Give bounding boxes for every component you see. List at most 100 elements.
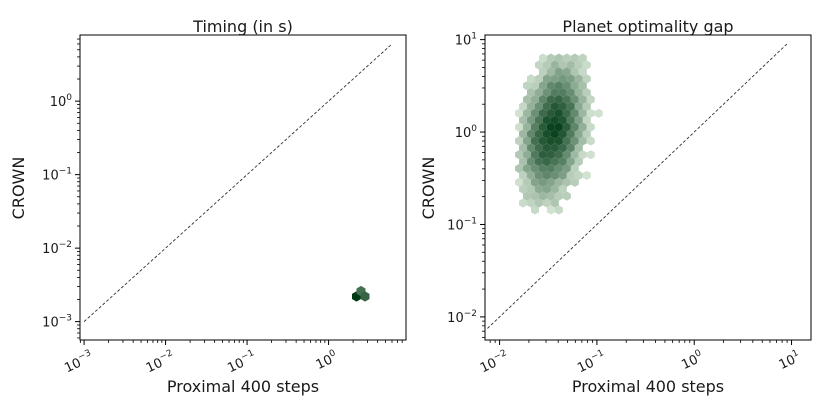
hexbin-cell (534, 143, 543, 153)
hexbin-cell (531, 150, 539, 160)
hexbin-cell (550, 60, 559, 70)
x-tick-label: 10−3 (62, 348, 96, 376)
hexbin-cell (562, 150, 571, 160)
x-tick-label: 100 (313, 348, 341, 373)
hexbin-cell (538, 81, 547, 91)
hexbin-cell (558, 101, 567, 112)
left-identity-line (83, 43, 393, 322)
hexbin-cell (542, 88, 551, 98)
hexbin-cell (570, 108, 579, 118)
hexbin-cell (554, 94, 563, 105)
hexbin-cell (531, 136, 539, 146)
hexbin-cell (538, 94, 547, 105)
x-tick-label: 10−2 (477, 348, 511, 376)
hexbin-cell (538, 122, 547, 132)
hexbin-cell (523, 108, 532, 118)
x-tick-label: 10−1 (225, 348, 259, 376)
hexbin-cell (531, 205, 539, 215)
hexbin-cell (523, 136, 532, 146)
hexbin-cell (554, 177, 563, 187)
hexbin-cell (523, 177, 532, 187)
hexbin-cell (523, 191, 532, 201)
hexbin-cell (566, 157, 575, 167)
hexbin-cell (582, 170, 591, 181)
hexbin-cell (546, 67, 555, 77)
hexbin-cell (519, 143, 528, 153)
hexbin-cell (566, 129, 575, 139)
hexbin-cell (531, 163, 539, 174)
hexbin-cell (570, 67, 579, 77)
hexbin-cell (550, 184, 559, 194)
hexbin-cell (515, 136, 524, 146)
right-chart-title: Planet optimality gap (562, 17, 733, 36)
hexbin-cell (527, 143, 535, 153)
hexbin-cell (554, 150, 563, 160)
x-tick-label: 10−1 (574, 348, 608, 376)
hexbin-cell (550, 198, 559, 208)
hexbin-cell (562, 191, 571, 201)
right-x-axis-label: Proximal 400 steps (572, 377, 724, 396)
hexbin-cell (566, 115, 575, 125)
right-axis-ticks: 10−2 10−1 100 101 10−2 10−1 100 101 (447, 32, 800, 377)
left-hexbins (351, 285, 370, 302)
hexbin-cell (534, 184, 543, 194)
hexbin-cell (566, 143, 575, 153)
hexbin-cell (546, 205, 555, 215)
hexbin-cell (570, 136, 579, 146)
hexbin-cell (523, 150, 532, 160)
y-tick-label: 10−1 (447, 216, 477, 233)
left-x-axis-label: Proximal 400 steps (167, 377, 319, 396)
hexbin-cell (562, 94, 571, 105)
hexbin-cell (538, 150, 547, 160)
hexbin-cell (586, 136, 595, 146)
hexbin-cell (586, 122, 595, 132)
hexbin-cell (538, 191, 547, 201)
hexbin-cell (542, 60, 551, 70)
hexbin-cell (523, 81, 532, 91)
hexbin-cell (566, 60, 575, 70)
hexbin-cell (570, 81, 579, 91)
hexbin-cell (542, 184, 551, 194)
hexbin-cell (531, 81, 539, 91)
hexbin-cell (558, 129, 567, 139)
hexbin-cell (550, 101, 559, 112)
hexbin-cell (562, 163, 571, 174)
hexbin-cell (574, 60, 583, 70)
hexbin-cell (546, 136, 555, 146)
hexbin-cell (527, 157, 535, 167)
right-panel: Planet optimality gap 10−210−1 100 10110−2… (419, 17, 812, 396)
hexbin-cell (515, 177, 524, 187)
hexbin-cell (566, 88, 575, 98)
hexbin-cell (519, 129, 528, 139)
right-hexbins (515, 53, 603, 215)
y-tick-label: 10−2 (447, 309, 477, 326)
hexbin-cell (554, 81, 563, 91)
left-chart-title: Timing (in s) (192, 17, 293, 36)
hexbin-cell (550, 170, 559, 181)
hexbin-cell (594, 108, 603, 118)
hexbin-cell (519, 198, 528, 208)
hexbin-cell (574, 115, 583, 125)
hexbin-cell (519, 101, 528, 112)
hexbin-cell (534, 115, 543, 125)
hexbin-cell (542, 101, 551, 112)
right-y-axis-label: CROWN (419, 157, 438, 220)
hexbin-cell (570, 94, 579, 105)
x-tick-label: 100 (679, 348, 707, 373)
hexbin-cell (546, 81, 555, 91)
hexbin-cell (519, 184, 528, 194)
right-identity-line (487, 43, 788, 329)
hexbin-cell (527, 184, 535, 194)
hexbin-cell (582, 60, 591, 70)
hexbin-cell (523, 163, 532, 174)
hexbin-cell (527, 101, 535, 112)
hexbin-cell (546, 177, 555, 187)
hexbin-cell (562, 81, 571, 91)
hexbin-cell (558, 74, 567, 84)
hexbin-cell (527, 170, 535, 181)
hexbin-cell (542, 143, 551, 153)
hexbin-cell (570, 122, 579, 132)
hexbin-cell (570, 53, 579, 63)
y-tick-label: 100 (455, 124, 478, 141)
y-tick-label: 10−2 (42, 240, 72, 257)
